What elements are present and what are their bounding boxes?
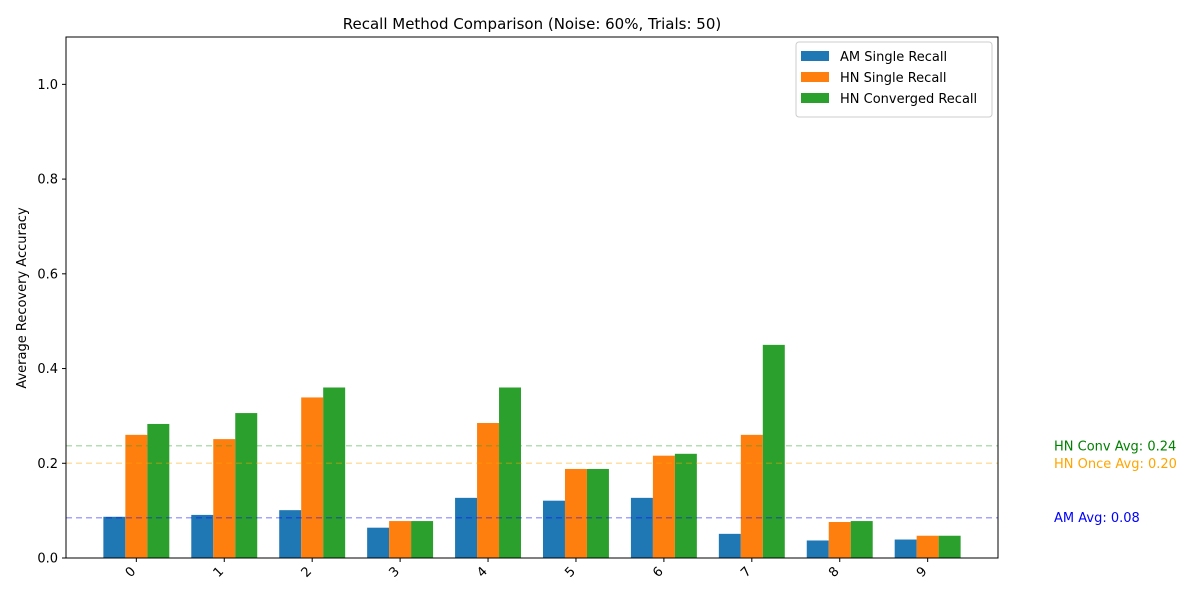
plot-frame bbox=[65, 36, 999, 559]
bar-series-2-category-7 bbox=[762, 344, 785, 558]
bar-series-1-category-9 bbox=[916, 535, 939, 558]
x-tick-label-9: 9 bbox=[914, 564, 930, 580]
y-tick-label-4: 0.8 bbox=[37, 173, 58, 188]
bar-series-1-category-8 bbox=[828, 522, 851, 558]
bars-layer bbox=[103, 344, 961, 558]
bar-series-1-category-6 bbox=[652, 455, 675, 558]
bar-series-2-category-9 bbox=[938, 535, 961, 558]
bar-series-0-category-6 bbox=[630, 497, 653, 558]
reference-line-label-1: HN Once Avg: 0.20 bbox=[1054, 457, 1177, 472]
y-tick-label-0: 0.0 bbox=[37, 552, 58, 567]
bar-series-2-category-5 bbox=[586, 468, 609, 558]
x-tick-label-6: 6 bbox=[650, 564, 666, 580]
bar-series-1-category-2 bbox=[301, 397, 324, 558]
bar-series-0-category-4 bbox=[455, 497, 478, 558]
y-axis-label: Average Recovery Accuracy bbox=[15, 207, 30, 389]
legend-swatch-1 bbox=[801, 72, 829, 82]
reference-line-label-2: AM Avg: 0.08 bbox=[1054, 511, 1140, 526]
x-tick-label-0: 0 bbox=[123, 564, 139, 580]
legend-label-1: HN Single Recall bbox=[840, 71, 947, 86]
bar-series-2-category-4 bbox=[499, 387, 522, 558]
x-tick-label-4: 4 bbox=[474, 564, 490, 580]
bar-series-1-category-0 bbox=[125, 434, 148, 558]
bar-series-0-category-0 bbox=[103, 516, 126, 558]
y-tick-label-3: 0.6 bbox=[37, 267, 58, 282]
bar-series-0-category-7 bbox=[718, 533, 741, 558]
x-tick-label-8: 8 bbox=[826, 564, 842, 580]
y-tick-label-5: 1.0 bbox=[37, 78, 58, 93]
reference-lines-layer: HN Conv Avg: 0.24 HN Once Avg: 0.20 AM Avg… bbox=[66, 439, 1177, 526]
reference-line-label-0: HN Conv Avg: 0.24 bbox=[1054, 439, 1176, 454]
bar-series-0-category-2 bbox=[279, 510, 302, 558]
x-tick-label-7: 7 bbox=[738, 564, 754, 580]
x-tick-label-2: 2 bbox=[299, 564, 315, 580]
legend-swatch-0 bbox=[801, 51, 829, 61]
legend-label-0: AM Single Recall bbox=[840, 50, 947, 65]
bar-series-0-category-1 bbox=[191, 514, 214, 558]
bar-series-1-category-1 bbox=[213, 439, 236, 558]
bar-series-1-category-7 bbox=[740, 434, 763, 558]
bar-series-1-category-3 bbox=[389, 521, 412, 558]
y-tick-label-1: 0.2 bbox=[37, 457, 58, 472]
bar-series-2-category-8 bbox=[850, 521, 873, 558]
bar-series-2-category-6 bbox=[674, 453, 697, 558]
x-tick-label-1: 1 bbox=[211, 564, 227, 580]
bar-series-1-category-4 bbox=[477, 423, 500, 558]
y-tick-label-2: 0.4 bbox=[37, 362, 58, 377]
bar-series-2-category-1 bbox=[235, 413, 258, 558]
chart-title: Recall Method Comparison (Noise: 60%, Tr… bbox=[343, 15, 722, 33]
bar-series-0-category-5 bbox=[542, 500, 565, 558]
bar-series-2-category-0 bbox=[147, 423, 170, 558]
x-tick-label-3: 3 bbox=[386, 564, 402, 580]
bar-series-2-category-3 bbox=[411, 521, 434, 558]
bar-series-0-category-3 bbox=[367, 527, 390, 558]
bar-series-2-category-2 bbox=[323, 387, 346, 558]
legend-swatch-2 bbox=[801, 93, 829, 103]
legend: AM Single Recall HN Single Recall HN Conve… bbox=[795, 41, 993, 118]
x-tick-label-5: 5 bbox=[562, 564, 578, 580]
bar-series-0-category-9 bbox=[894, 539, 917, 558]
legend-frame bbox=[795, 41, 993, 118]
bar-series-0-category-8 bbox=[806, 540, 829, 558]
legend-label-2: HN Converged Recall bbox=[840, 92, 977, 107]
bar-series-1-category-5 bbox=[564, 468, 587, 558]
